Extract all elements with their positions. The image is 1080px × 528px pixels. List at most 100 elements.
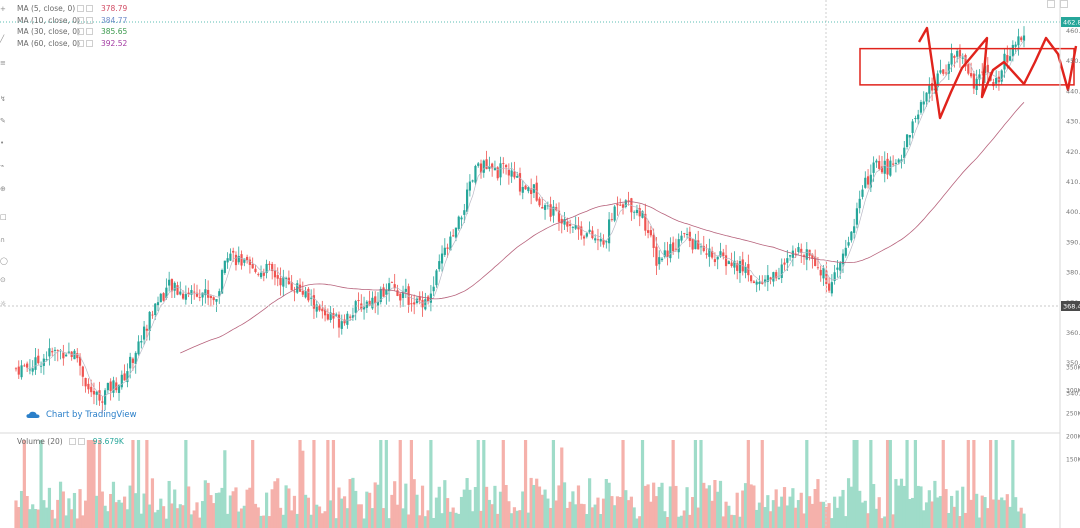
price-tick-label: 390.00 [1066,238,1080,246]
volume-bar [53,518,57,528]
candle [248,256,252,274]
magnet-tool-icon[interactable]: ∩ [0,236,6,244]
volume-bar [665,517,670,528]
candle [65,352,68,357]
candle [744,262,747,279]
candle [827,277,831,293]
candle [34,347,37,375]
range-box[interactable] [859,47,1075,86]
fib-tool-icon[interactable]: ≡ [0,59,6,67]
candle [463,203,466,224]
volume-tick-label: 350K [1066,365,1080,372]
candle [310,289,313,307]
trash-tool-icon[interactable]: ☼ [0,300,7,308]
crosshair-price-badge: 368.41 [1061,301,1080,311]
volume-bar [916,485,920,528]
candle [204,279,207,304]
candle [942,69,945,76]
eye-tool-icon[interactable]: ◯ [0,257,8,265]
price-tick-label: 400.00 [1066,208,1080,216]
measure-tool-icon[interactable]: ⊕ [0,185,6,193]
candle [861,185,864,200]
close-icon[interactable] [77,438,85,445]
eye-icon[interactable] [68,438,76,445]
volume-bar [97,440,102,528]
volume-bar [777,506,781,528]
close-icon[interactable] [86,5,93,13]
ma-legend: MA (5, close, 0) 378.79 MA (10, close, 0… [17,3,127,49]
volume-bar [972,440,976,528]
volume-bar [618,497,622,528]
maximize-icon[interactable] [1047,0,1055,8]
zoom-tool-icon[interactable]: ⊙ [0,276,6,284]
cloud-icon [26,411,40,418]
price-tick-label: 410.00 [1066,178,1080,186]
line-tool-icon[interactable]: ╱ [0,35,5,43]
settings-icon[interactable] [1060,0,1068,8]
candle [120,370,123,390]
candle [830,274,833,297]
close-icon[interactable] [86,28,93,36]
volume-bar [919,486,923,528]
volume-bar [479,510,483,528]
volume-bar [401,508,405,528]
candle [839,261,842,279]
tradingview-brand[interactable]: Chart by TradingView [26,410,137,420]
eye-icon[interactable] [77,5,84,13]
zigzag-annotation[interactable] [917,26,1078,120]
candle [510,162,513,183]
volume-bar [933,480,937,528]
candle [220,268,224,294]
candle [702,235,705,253]
volume-bar [434,497,439,528]
candle [680,230,683,243]
candle [953,54,956,68]
candle [591,226,594,240]
dot-tool-icon[interactable]: • [0,139,5,147]
volume-bar [36,509,40,528]
volume-bar [1016,511,1021,528]
candle [788,254,792,261]
volume-bar [465,478,469,528]
candle [727,260,730,265]
volume-bar [1000,497,1004,528]
candle [878,155,881,171]
volume-bar [78,489,82,528]
volume-bar [821,501,826,528]
lock-tool-icon[interactable]: □ [0,213,7,221]
brush-tool-icon[interactable]: ✎ [0,117,6,125]
volume-bar [574,504,578,528]
close-icon[interactable] [86,16,93,24]
volume-bar [610,496,614,528]
crosshair-tool-icon[interactable]: + [0,5,6,13]
candle [126,363,129,388]
candle [443,238,446,257]
volume-bar [588,478,592,528]
candle [936,70,939,91]
candle [530,178,533,205]
ma-value: 384.77 [101,15,128,25]
candle [649,225,652,238]
volume-bar [159,498,163,528]
volume-bar [142,493,146,528]
volume-bar [248,487,252,528]
eye-icon[interactable] [77,28,84,36]
candle [708,238,711,267]
volume-bar [663,511,667,528]
candle [769,276,772,285]
candle [106,382,109,395]
text-tool-icon[interactable]: ⌁ [0,162,5,170]
candle [226,252,229,269]
eye-icon[interactable] [77,40,84,48]
candle [134,351,137,374]
eye-icon[interactable] [77,16,84,24]
volume-bar [746,440,750,528]
pattern-tool-icon[interactable]: ↯ [0,95,6,103]
candle [543,203,547,220]
candle [724,244,728,275]
close-icon[interactable] [86,40,93,48]
volume-bar [604,478,608,528]
volume-bar [379,440,383,528]
candle [81,365,84,387]
